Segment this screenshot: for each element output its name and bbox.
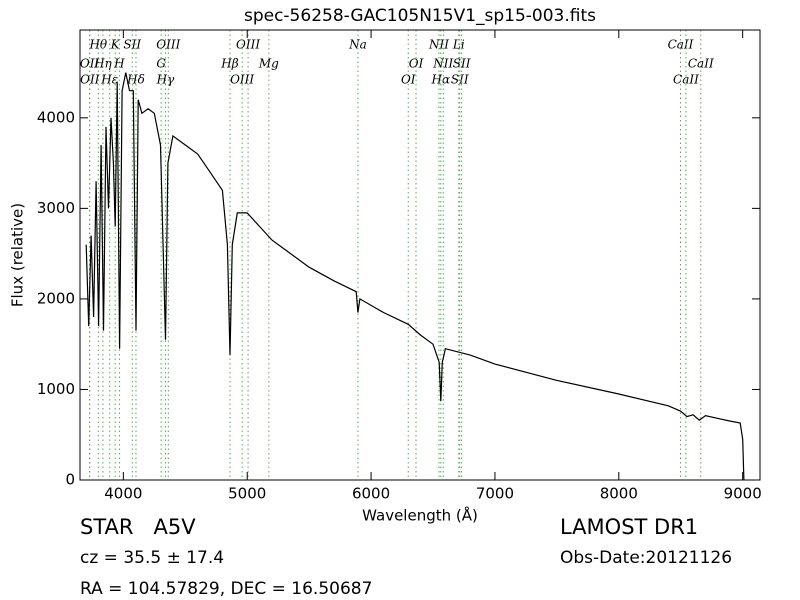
spectral-line-label: SII [453, 57, 471, 71]
obs-date: Obs-Date:20121126 [560, 548, 732, 568]
x-tick-label: 4000 [104, 485, 142, 503]
spectral-line-label: CaII [688, 57, 714, 71]
plot-frame [79, 29, 761, 481]
spectral-line-label: Hβ [220, 57, 238, 71]
spectral-line-label: Hθ [88, 38, 107, 52]
spectral-line-label: OII [80, 57, 100, 71]
redshift: cz = 35.5 ± 17.4 [80, 548, 224, 568]
chart-title: spec-56258-GAC105N15V1_sp15-003.fits [244, 6, 596, 26]
y-tick-label: 4000 [37, 108, 75, 126]
x-tick-label: 9000 [724, 485, 762, 503]
spectral-line-label: K [110, 38, 121, 52]
y-tick-label: 2000 [37, 289, 75, 307]
spectral-line-label: NII [432, 57, 453, 71]
x-tick-label: 7000 [476, 485, 514, 503]
y-tick-label: 3000 [37, 199, 75, 217]
spectral-line-label: NII [428, 38, 449, 52]
spectral-line-label: Na [348, 38, 367, 52]
spectral-line-label: Hδ [126, 73, 145, 87]
spectral-line-label: OI [401, 73, 416, 87]
spectrum-line [85, 72, 745, 481]
spectral-line-label: Hγ [156, 73, 175, 87]
spectral-line-label: OIII [230, 73, 254, 87]
y-axis-label: Flux (relative) [9, 203, 27, 307]
object-class: STAR A5V [80, 515, 196, 539]
x-tick-label: 5000 [228, 485, 266, 503]
survey: LAMOST DR1 [560, 515, 698, 539]
spectral-line-label: OIII [236, 38, 260, 52]
spectral-line-label: Hα [431, 73, 451, 87]
spectral-line-label: SII [123, 38, 141, 52]
y-tick-label: 1000 [37, 380, 75, 398]
x-tick-label: 8000 [600, 485, 638, 503]
x-tick-label: 6000 [352, 485, 390, 503]
x-axis-label: Wavelength (Å) [362, 506, 478, 525]
spectral-line-label: OII [80, 73, 100, 87]
spectral-line-label: SII [451, 73, 469, 87]
spectral-line-label: Hε [100, 73, 118, 87]
coordinates: RA = 104.57829, DEC = 16.50687 [80, 579, 372, 599]
y-tick-label: 0 [65, 471, 75, 489]
spectral-line-label: OIII [156, 38, 180, 52]
spectral-line-label: Li [452, 38, 465, 52]
spectral-line-label: OI [409, 57, 424, 71]
spectral-line-label: CaII [673, 73, 699, 87]
spectral-line-label: H [113, 57, 125, 71]
spectral-line-label: Mg [258, 57, 279, 71]
spectral-line-label: Hη [93, 57, 112, 71]
spectral-line-label: CaII [668, 38, 694, 52]
spectral-line-label: G [156, 57, 166, 71]
